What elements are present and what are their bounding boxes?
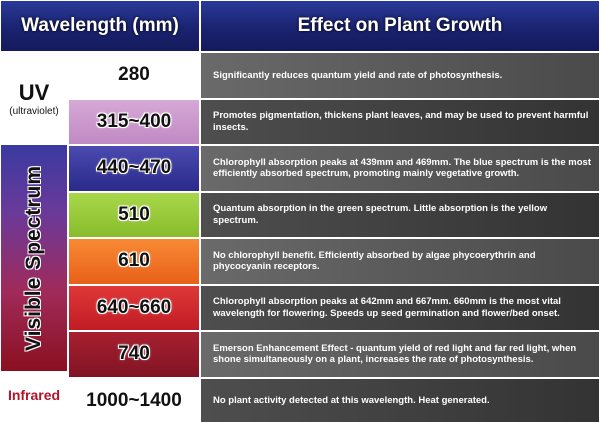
uv-group: UV (ultraviolet) (0, 52, 68, 144)
wavelength-cell: 1000~1400 (68, 377, 200, 422)
effect-cell: Quantum absorption in the green spectrum… (200, 191, 600, 238)
effect-cell: Emerson Enhancement Effect - quantum yie… (200, 331, 600, 378)
effect-cell: Significantly reduces quantum yield and … (200, 52, 600, 99)
effect-cell: Chlorophyll absorption peaks at 439mm an… (200, 145, 600, 192)
wavelength-cell: 640~660 (68, 284, 200, 331)
infrared-group: Infrared (0, 372, 68, 418)
group-label: Infrared (7, 387, 61, 403)
wavelength-cell: 610 (68, 238, 200, 285)
group-sublabel: (ultraviolet) (9, 105, 59, 117)
wavelength-cell: 440~470 (68, 145, 200, 192)
wavelength-cell: 280 (68, 52, 200, 99)
header-effect: Effect on Plant Growth (200, 0, 600, 52)
header-wavelength: Wavelength (mm) (0, 0, 200, 52)
group-label: UV (18, 79, 50, 105)
visible-group: Visible Spectrum (0, 144, 68, 372)
effect-cell: Promotes pigmentation, thickens plant le… (200, 98, 600, 145)
effect-cell: No plant activity detected at this wavel… (200, 377, 600, 422)
effect-cell: No chlorophyll benefit. Efficiently abso… (200, 238, 600, 285)
group-label: Visible Spectrum (22, 164, 45, 351)
wavelength-cell: 740 (68, 331, 200, 378)
wavelength-cell: 315~400 (68, 98, 200, 145)
effect-cell: Chlorophyll absorption peaks at 642mm an… (200, 284, 600, 331)
wavelength-cell: 510 (68, 191, 200, 238)
